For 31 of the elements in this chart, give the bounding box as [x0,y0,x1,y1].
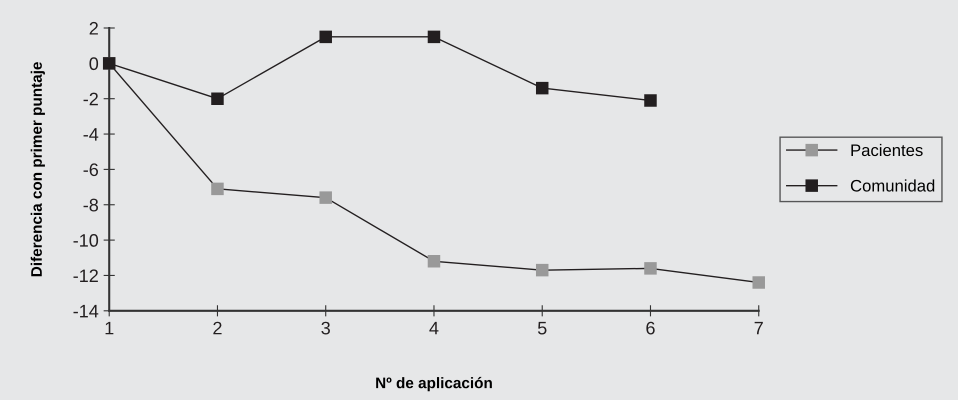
x-axis-title: Nº de aplicación [376,376,492,392]
x-tick-label: 1 [106,322,114,334]
x-tick-label: 3 [321,322,330,334]
y-tick-label: -4 [84,128,98,141]
y-tick-label: -2 [84,92,98,106]
legend-label: Pacientes [851,144,923,156]
x-tick-label: 6 [646,322,655,334]
x-tick-label: 7 [754,322,763,334]
y-tick-label: 2 [90,22,98,35]
legend-label: Comunidad [850,179,934,192]
point [319,191,332,204]
y-tick-label: -14 [74,304,98,318]
y-tick-label: -10 [74,234,98,247]
point [752,276,765,289]
y-tick-label: -12 [74,269,98,282]
point [428,255,440,268]
point [644,262,657,275]
point [211,182,224,196]
point [428,30,440,44]
y-tick-label: -8 [84,198,98,212]
x-tick-label: 4 [429,322,438,334]
y-axis-title: Diferencia con primer puntaje [30,62,45,276]
point [536,264,548,276]
y-tick-label: -6 [84,163,98,176]
x-tick-label: 2 [213,322,222,334]
point [211,92,224,105]
point [536,82,548,94]
x-tick-label: 5 [538,322,546,334]
point [644,94,657,107]
y-tick-label: 0 [89,57,98,70]
point [319,30,332,44]
